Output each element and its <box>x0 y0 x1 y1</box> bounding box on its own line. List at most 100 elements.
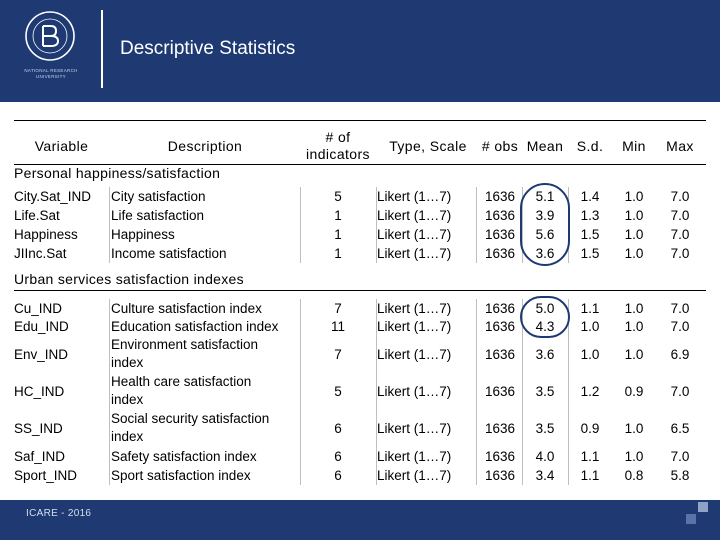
cell-obs: 1636 <box>484 246 516 261</box>
column-separator <box>568 299 569 485</box>
cell-n: 6 <box>334 449 342 464</box>
cell-mean: 4.0 <box>535 449 555 464</box>
cell-min: 0.8 <box>624 468 644 483</box>
cell-variable: SS_IND <box>14 421 63 436</box>
cell-obs: 1636 <box>484 384 516 399</box>
cell-mean: 3.5 <box>535 384 555 399</box>
cell-obs: 1636 <box>484 208 516 223</box>
header-obs: # obs <box>481 137 519 154</box>
cell-type: Likert (1…7) <box>377 318 452 334</box>
cell-description-cont: index <box>111 355 144 370</box>
cell-variable: JIInc.Sat <box>14 246 67 261</box>
header-bottom-rule <box>14 164 706 165</box>
header-description: Description <box>167 137 243 154</box>
slide-footer <box>0 500 720 540</box>
cell-description: Education satisfaction index <box>111 318 279 334</box>
column-separator <box>109 299 110 485</box>
cell-type: Likert (1…7) <box>377 189 452 204</box>
cell-sd: 1.4 <box>580 189 600 204</box>
cell-description: City satisfaction <box>111 189 206 204</box>
cell-sd: 0.9 <box>580 421 600 436</box>
cell-description: Sport satisfaction index <box>111 468 251 483</box>
cell-min: 1.0 <box>624 318 644 334</box>
cell-max: 6.5 <box>670 421 690 436</box>
section-rule <box>14 290 706 291</box>
cell-type: Likert (1…7) <box>377 300 452 316</box>
cell-min: 1.0 <box>624 208 644 223</box>
cell-mean: 5.6 <box>535 227 555 242</box>
cell-max: 5.8 <box>670 468 690 483</box>
cell-type: Likert (1…7) <box>377 246 452 261</box>
cell-min: 1.0 <box>624 189 644 204</box>
footer-decoration <box>686 514 696 524</box>
cell-variable: Cu_IND <box>14 300 63 316</box>
cell-description-cont: index <box>111 392 144 407</box>
column-separator <box>376 187 377 263</box>
cell-obs: 1636 <box>484 300 516 316</box>
header-sd: S.d. <box>576 137 604 154</box>
column-separator <box>376 299 377 485</box>
header-max: Max <box>666 137 694 154</box>
cell-sd: 1.3 <box>580 208 600 223</box>
cell-max: 7.0 <box>670 384 690 399</box>
cell-mean: 3.6 <box>535 347 555 362</box>
cell-description: Health care satisfaction <box>111 374 252 389</box>
cell-obs: 1636 <box>484 449 516 464</box>
cell-obs: 1636 <box>484 318 516 334</box>
cell-description: Life satisfaction <box>111 208 205 223</box>
cell-sd: 1.0 <box>580 318 600 334</box>
cell-variable: Saf_IND <box>14 449 66 464</box>
cell-max: 7.0 <box>670 189 690 204</box>
section-title: Urban services satisfaction indexes <box>14 271 244 287</box>
cell-max: 6.9 <box>670 347 690 362</box>
cell-type: Likert (1…7) <box>377 347 452 362</box>
column-separator <box>522 299 523 485</box>
cell-sd: 1.1 <box>580 449 600 464</box>
column-separator <box>109 187 110 263</box>
header-num-indicators-line2: indicators <box>306 146 370 162</box>
cell-sd: 1.2 <box>580 384 600 399</box>
cell-type: Likert (1…7) <box>377 227 452 242</box>
cell-obs: 1636 <box>484 189 516 204</box>
cell-n: 1 <box>334 208 342 223</box>
cell-variable: Env_IND <box>14 347 69 362</box>
cell-mean: 3.4 <box>535 468 555 483</box>
cell-min: 1.0 <box>624 347 644 362</box>
footer-decoration <box>698 502 708 512</box>
cell-type: Likert (1…7) <box>377 421 452 436</box>
header-min: Min <box>622 137 646 154</box>
cell-min: 1.0 <box>624 300 644 316</box>
cell-obs: 1636 <box>484 227 516 242</box>
cell-type: Likert (1…7) <box>377 384 452 399</box>
cell-mean: 3.5 <box>535 421 555 436</box>
cell-variable: Sport_IND <box>14 468 78 483</box>
slide-header <box>0 0 720 102</box>
cell-min: 1.0 <box>624 246 644 261</box>
cell-description-cont: index <box>111 429 144 444</box>
cell-n: 1 <box>334 227 342 242</box>
cell-n: 7 <box>334 300 342 316</box>
university-logo-icon <box>25 11 75 61</box>
cell-n: 5 <box>334 384 342 399</box>
cell-sd: 1.1 <box>580 468 600 483</box>
cell-n: 5 <box>334 189 342 204</box>
cell-obs: 1636 <box>484 468 516 483</box>
header-num-indicators: # of indicators <box>298 128 378 164</box>
cell-description: Happiness <box>111 227 175 242</box>
header-type-scale: Type, Scale <box>389 137 467 154</box>
cell-n: 6 <box>334 421 342 436</box>
cell-variable: HC_IND <box>14 384 65 399</box>
cell-sd: 1.5 <box>580 246 600 261</box>
cell-max: 7.0 <box>670 208 690 223</box>
header-divider <box>101 10 103 88</box>
cell-min: 1.0 <box>624 227 644 242</box>
cell-type: Likert (1…7) <box>377 468 452 483</box>
logo-subtext: NATIONAL RESEARCH UNIVERSITY <box>24 68 78 79</box>
column-separator <box>522 187 523 263</box>
cell-obs: 1636 <box>484 421 516 436</box>
cell-max: 7.0 <box>670 318 690 334</box>
page-title: Descriptive Statistics <box>120 38 296 59</box>
cell-min: 1.0 <box>624 421 644 436</box>
header-mean: Mean <box>526 137 564 154</box>
cell-max: 7.0 <box>670 227 690 242</box>
